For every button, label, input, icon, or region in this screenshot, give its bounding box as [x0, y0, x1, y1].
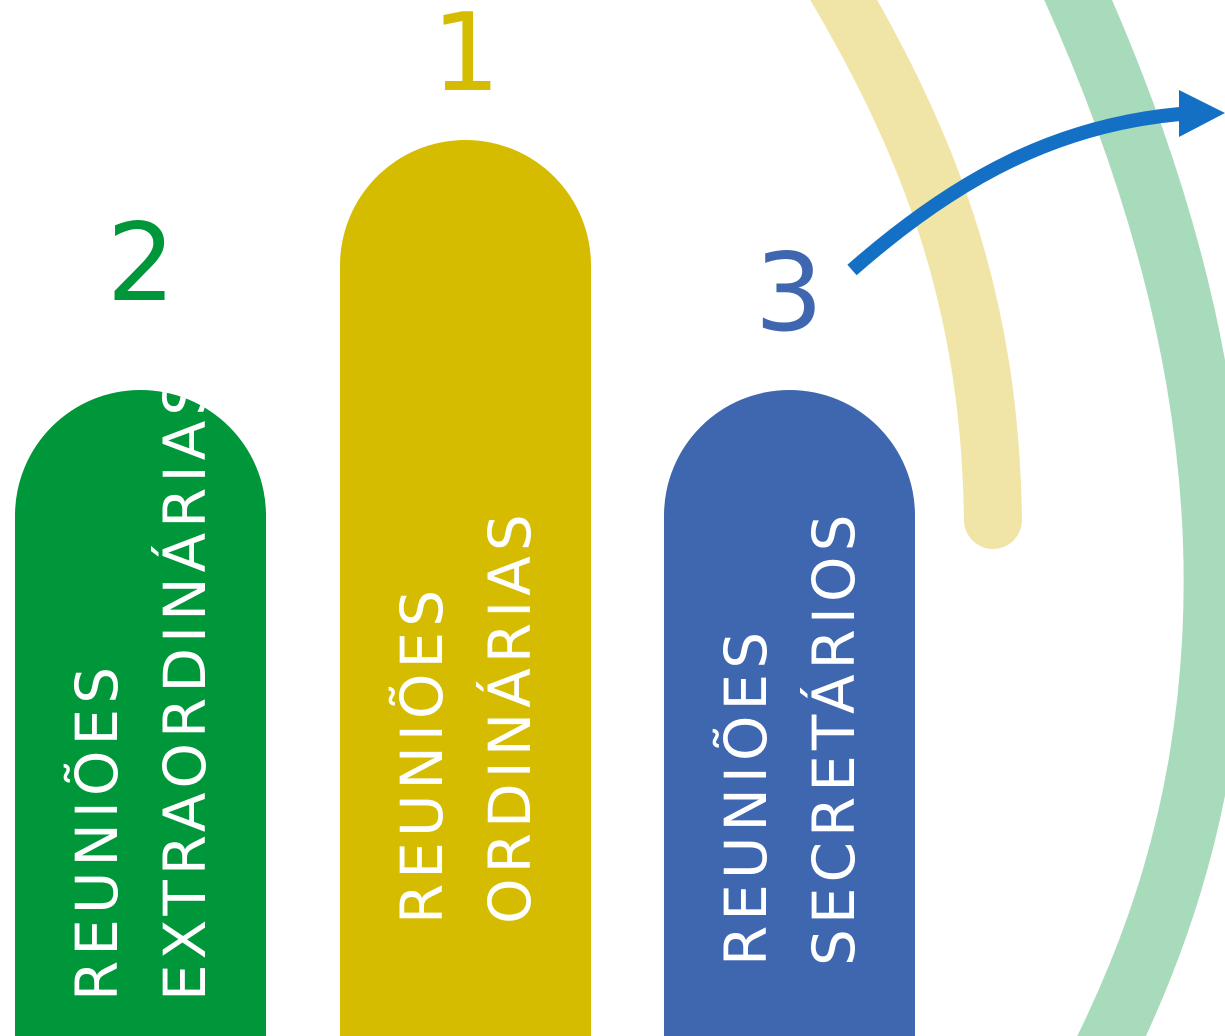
- pillar-reunioes-ordinarias: REUNIÕES ORDINÁRIAS: [340, 140, 591, 1036]
- rank-number-3: 3: [754, 231, 824, 356]
- pillar-reunioes-secretarios: REUNIÕES SECRETÁRIOS: [664, 390, 915, 1036]
- pillar-label-line1: REUNIÕES: [387, 584, 456, 924]
- pillar-label-line2: SECRETÁRIOS: [799, 509, 868, 966]
- pillar-label-line1: REUNIÕES: [62, 661, 131, 1001]
- arrow-right-icon: [1179, 90, 1225, 137]
- rank-number-2: 2: [106, 201, 176, 326]
- blue-arrow-shaft: [847, 107, 1181, 276]
- yellow-arc: [810, 0, 1022, 549]
- pillar-label-line1: REUNIÕES: [711, 626, 780, 966]
- green-arc: [1044, 0, 1225, 1036]
- pillar-label-line2: ORDINÁRIAS: [475, 509, 544, 924]
- pillar-reunioes-extraordinarias: REUNIÕES EXTRAORDINÁRIAS: [15, 390, 266, 1036]
- rank-number-1: 1: [431, 0, 501, 116]
- pillar-label-line2: EXTRAORDINÁRIAS: [150, 390, 219, 1001]
